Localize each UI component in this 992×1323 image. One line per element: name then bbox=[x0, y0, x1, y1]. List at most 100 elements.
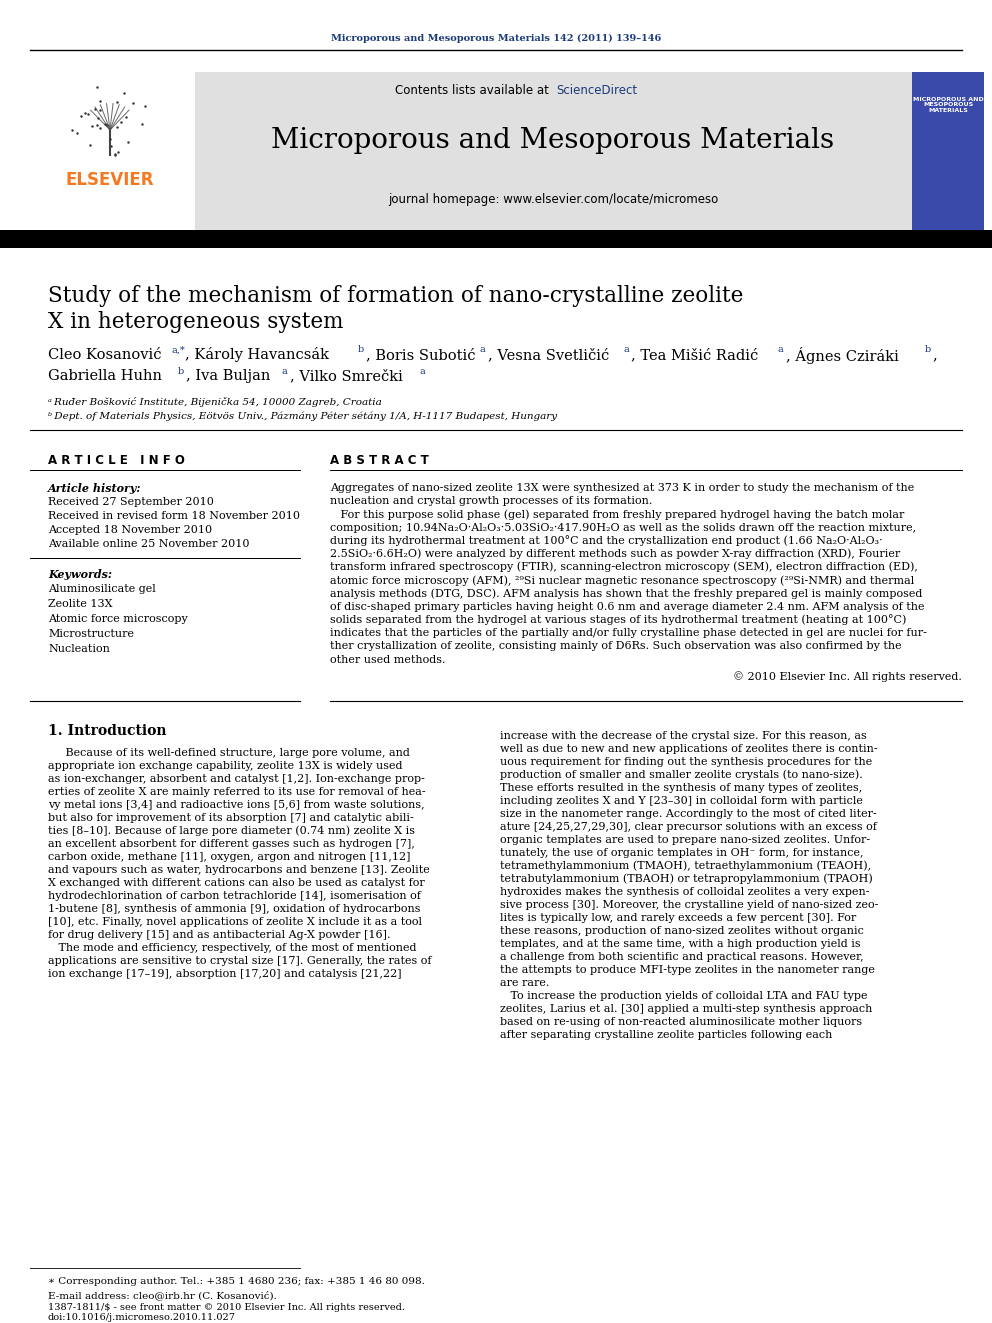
Text: transform infrared spectroscopy (FTIR), scanning-electron microscopy (SEM), elec: transform infrared spectroscopy (FTIR), … bbox=[330, 562, 918, 573]
Text: vy metal ions [3,4] and radioactive ions [5,6] from waste solutions,: vy metal ions [3,4] and radioactive ions… bbox=[48, 800, 425, 810]
Text: solids separated from the hydrogel at various stages of its hydrothermal treatme: solids separated from the hydrogel at va… bbox=[330, 615, 907, 626]
Text: , Tea Mišić Radić: , Tea Mišić Radić bbox=[631, 348, 758, 363]
Text: 1. Introduction: 1. Introduction bbox=[48, 724, 167, 738]
Text: Received in revised form 18 November 2010: Received in revised form 18 November 201… bbox=[48, 511, 300, 521]
Bar bbox=[0, 71, 195, 230]
Text: , Iva Buljan: , Iva Buljan bbox=[186, 369, 271, 382]
Text: an excellent absorbent for different gasses such as hydrogen [7],: an excellent absorbent for different gas… bbox=[48, 839, 415, 849]
Text: tunately, the use of organic templates in OH⁻ form, for instance,: tunately, the use of organic templates i… bbox=[500, 848, 863, 857]
Text: Cleo Kosanović: Cleo Kosanović bbox=[48, 348, 162, 363]
Text: ᵃ Ruđer Bošković Institute, Bijenička 54, 10000 Zagreb, Croatia: ᵃ Ruđer Bošković Institute, Bijenička 54… bbox=[48, 397, 382, 407]
Text: Microporous and Mesoporous Materials: Microporous and Mesoporous Materials bbox=[272, 127, 834, 153]
Text: uous requirement for finding out the synthesis procedures for the: uous requirement for finding out the syn… bbox=[500, 757, 872, 767]
Text: b: b bbox=[925, 345, 931, 355]
Text: well as due to new and new applications of zeolites there is contin-: well as due to new and new applications … bbox=[500, 744, 878, 754]
Text: Zeolite 13X: Zeolite 13X bbox=[48, 599, 112, 609]
Text: ELSEVIER: ELSEVIER bbox=[65, 171, 154, 189]
Text: Keywords:: Keywords: bbox=[48, 569, 112, 579]
Bar bbox=[912, 71, 984, 230]
Text: ties [8–10]. Because of large pore diameter (0.74 nm) zeolite X is: ties [8–10]. Because of large pore diame… bbox=[48, 826, 415, 836]
Bar bbox=[195, 71, 912, 230]
Text: doi:10.1016/j.micromeso.2010.11.027: doi:10.1016/j.micromeso.2010.11.027 bbox=[48, 1314, 236, 1323]
Text: b: b bbox=[358, 345, 364, 355]
Text: ∗ Corresponding author. Tel.: +385 1 4680 236; fax: +385 1 46 80 098.: ∗ Corresponding author. Tel.: +385 1 468… bbox=[48, 1278, 425, 1286]
Text: 2.5SiO₂·6.6H₂O) were analyzed by different methods such as powder X-ray diffract: 2.5SiO₂·6.6H₂O) were analyzed by differe… bbox=[330, 549, 901, 560]
Text: based on re-using of non-reacted aluminosilicate mother liquors: based on re-using of non-reacted alumino… bbox=[500, 1017, 862, 1027]
Text: X exchanged with different cations can also be used as catalyst for: X exchanged with different cations can a… bbox=[48, 877, 425, 888]
Text: and vapours such as water, hydrocarbons and benzene [13]. Zeolite: and vapours such as water, hydrocarbons … bbox=[48, 865, 430, 875]
Text: MICROPOROUS AND
MESOPOROUS
MATERIALS: MICROPOROUS AND MESOPOROUS MATERIALS bbox=[913, 97, 983, 114]
Text: analysis methods (DTG, DSC). AFM analysis has shown that the freshly prepared ge: analysis methods (DTG, DSC). AFM analysi… bbox=[330, 589, 923, 599]
Text: a challenge from both scientific and practical reasons. However,: a challenge from both scientific and pra… bbox=[500, 951, 864, 962]
Text: Because of its well-defined structure, large pore volume, and: Because of its well-defined structure, l… bbox=[48, 747, 410, 758]
Bar bbox=[0, 230, 992, 247]
Text: a: a bbox=[778, 345, 784, 355]
Text: including zeolites X and Y [23–30] in colloidal form with particle: including zeolites X and Y [23–30] in co… bbox=[500, 796, 863, 806]
Text: Microporous and Mesoporous Materials 142 (2011) 139–146: Microporous and Mesoporous Materials 142… bbox=[331, 33, 661, 42]
Text: these reasons, production of nano-sized zeolites without organic: these reasons, production of nano-sized … bbox=[500, 926, 864, 935]
Bar bbox=[912, 71, 992, 230]
Text: increase with the decrease of the crystal size. For this reason, as: increase with the decrease of the crysta… bbox=[500, 730, 867, 741]
Text: the attempts to produce MFI-type zeolites in the nanometer range: the attempts to produce MFI-type zeolite… bbox=[500, 964, 875, 975]
Text: organic templates are used to prepare nano-sized zeolites. Unfor-: organic templates are used to prepare na… bbox=[500, 835, 870, 845]
Text: applications are sensitive to crystal size [17]. Generally, the rates of: applications are sensitive to crystal si… bbox=[48, 955, 432, 966]
Text: during its hydrothermal treatment at 100°C and the crystallization end product (: during its hydrothermal treatment at 100… bbox=[330, 536, 883, 546]
Text: Aluminosilicate gel: Aluminosilicate gel bbox=[48, 583, 156, 594]
Text: after separating crystalline zeolite particles following each: after separating crystalline zeolite par… bbox=[500, 1029, 832, 1040]
Text: b: b bbox=[178, 366, 185, 376]
Text: are rare.: are rare. bbox=[500, 978, 550, 988]
Text: X in heterogeneous system: X in heterogeneous system bbox=[48, 311, 343, 333]
Text: E-mail address: cleo@irb.hr (C. Kosanović).: E-mail address: cleo@irb.hr (C. Kosanovi… bbox=[48, 1290, 277, 1301]
Text: For this purpose solid phase (gel) separated from freshly prepared hydrogel havi: For this purpose solid phase (gel) separ… bbox=[330, 509, 905, 520]
Text: hydroxides makes the synthesis of colloidal zeolites a very expen-: hydroxides makes the synthesis of colloi… bbox=[500, 886, 870, 897]
Text: ion exchange [17–19], absorption [17,20] and catalysis [21,22]: ion exchange [17–19], absorption [17,20]… bbox=[48, 968, 402, 979]
Text: sive process [30]. Moreover, the crystalline yield of nano-sized zeo-: sive process [30]. Moreover, the crystal… bbox=[500, 900, 878, 910]
Text: , Vilko Smrečki: , Vilko Smrečki bbox=[290, 369, 403, 382]
Text: a,*: a,* bbox=[172, 345, 186, 355]
Text: Aggregates of nano-sized zeolite 13X were synthesized at 373 K in order to study: Aggregates of nano-sized zeolite 13X wer… bbox=[330, 483, 915, 493]
Text: tetrabutylammonium (TBAOH) or tetrapropylammonium (TPAOH): tetrabutylammonium (TBAOH) or tetrapropy… bbox=[500, 873, 873, 884]
Text: templates, and at the same time, with a high production yield is: templates, and at the same time, with a … bbox=[500, 939, 861, 949]
Text: Atomic force microscopy: Atomic force microscopy bbox=[48, 614, 187, 624]
Text: Contents lists available at: Contents lists available at bbox=[396, 83, 553, 97]
Text: hydrodechlorination of carbon tetrachloride [14], isomerisation of: hydrodechlorination of carbon tetrachlor… bbox=[48, 890, 421, 901]
Text: a: a bbox=[282, 366, 288, 376]
Text: To increase the production yields of colloidal LTA and FAU type: To increase the production yields of col… bbox=[500, 991, 867, 1000]
Text: as ion-exchanger, absorbent and catalyst [1,2]. Ion-exchange prop-: as ion-exchanger, absorbent and catalyst… bbox=[48, 774, 425, 783]
Text: for drug delivery [15] and as antibacterial Ag-X powder [16].: for drug delivery [15] and as antibacter… bbox=[48, 930, 391, 939]
Text: a: a bbox=[480, 345, 486, 355]
Text: size in the nanometer range. Accordingly to the most of cited liter-: size in the nanometer range. Accordingly… bbox=[500, 808, 877, 819]
Text: [10], etc. Finally, novel applications of zeolite X include it as a tool: [10], etc. Finally, novel applications o… bbox=[48, 917, 422, 927]
Text: production of smaller and smaller zeolite crystals (to nano-size).: production of smaller and smaller zeolit… bbox=[500, 770, 863, 781]
Text: Gabriella Huhn: Gabriella Huhn bbox=[48, 369, 162, 382]
Text: Nucleation: Nucleation bbox=[48, 644, 110, 654]
Text: other used methods.: other used methods. bbox=[330, 655, 445, 664]
Text: a: a bbox=[420, 366, 426, 376]
Text: Study of the mechanism of formation of nano-crystalline zeolite: Study of the mechanism of formation of n… bbox=[48, 284, 743, 307]
Text: These efforts resulted in the synthesis of many types of zeolites,: These efforts resulted in the synthesis … bbox=[500, 783, 862, 792]
Text: , Ágnes Cziráki: , Ágnes Cziráki bbox=[786, 347, 899, 364]
Text: tetramethylammonium (TMAOH), tetraethylammonium (TEAOH),: tetramethylammonium (TMAOH), tetraethyla… bbox=[500, 860, 871, 871]
Text: Received 27 September 2010: Received 27 September 2010 bbox=[48, 497, 214, 507]
Text: 1387-1811/$ - see front matter © 2010 Elsevier Inc. All rights reserved.: 1387-1811/$ - see front matter © 2010 El… bbox=[48, 1303, 405, 1312]
Text: indicates that the particles of the partially and/or fully crystalline phase det: indicates that the particles of the part… bbox=[330, 628, 927, 638]
Text: erties of zeolite X are mainly referred to its use for removal of hea-: erties of zeolite X are mainly referred … bbox=[48, 787, 426, 796]
Text: atomic force microscopy (AFM), ²⁹Si nuclear magnetic resonance spectroscopy (²⁹S: atomic force microscopy (AFM), ²⁹Si nucl… bbox=[330, 576, 915, 586]
Text: appropriate ion exchange capability, zeolite 13X is widely used: appropriate ion exchange capability, zeo… bbox=[48, 761, 403, 771]
Text: Article history:: Article history: bbox=[48, 483, 142, 493]
Text: nucleation and crystal growth processes of its formation.: nucleation and crystal growth processes … bbox=[330, 496, 653, 507]
Text: Accepted 18 November 2010: Accepted 18 November 2010 bbox=[48, 525, 212, 534]
Text: A R T I C L E   I N F O: A R T I C L E I N F O bbox=[48, 454, 185, 467]
Text: , Boris Subotić: , Boris Subotić bbox=[366, 348, 475, 363]
Text: ᵇ Dept. of Materials Physics, Eötvös Univ., Pázmány Péter sétány 1/A, H-1117 Bud: ᵇ Dept. of Materials Physics, Eötvös Uni… bbox=[48, 411, 558, 421]
Text: ScienceDirect: ScienceDirect bbox=[556, 83, 637, 97]
Text: 1-butene [8], synthesis of ammonia [9], oxidation of hydrocarbons: 1-butene [8], synthesis of ammonia [9], … bbox=[48, 904, 421, 914]
Text: Microstructure: Microstructure bbox=[48, 628, 134, 639]
Text: journal homepage: www.elsevier.com/locate/micromeso: journal homepage: www.elsevier.com/locat… bbox=[388, 193, 718, 206]
Text: composition; 10.94Na₂O·Al₂O₃·5.03SiO₂·417.90H₂O as well as the solids drawn off : composition; 10.94Na₂O·Al₂O₃·5.03SiO₂·41… bbox=[330, 523, 917, 533]
Text: ,: , bbox=[932, 348, 936, 363]
Text: ature [24,25,27,29,30], clear precursor solutions with an excess of: ature [24,25,27,29,30], clear precursor … bbox=[500, 822, 877, 832]
Text: The mode and efficiency, respectively, of the most of mentioned: The mode and efficiency, respectively, o… bbox=[48, 943, 417, 953]
Text: a: a bbox=[623, 345, 629, 355]
Text: , Károly Havancsák: , Károly Havancsák bbox=[185, 348, 329, 363]
